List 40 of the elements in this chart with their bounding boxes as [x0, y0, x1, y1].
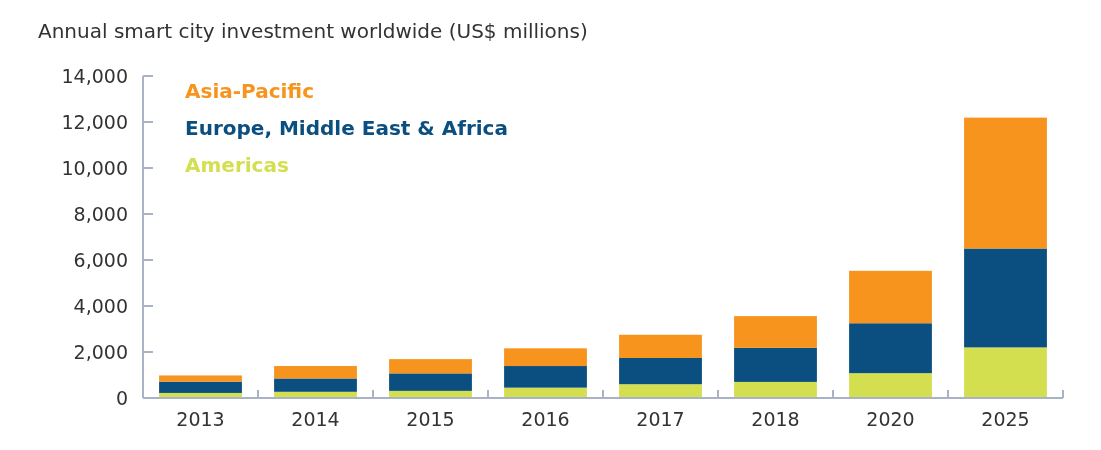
y-tick-label: 8,000 — [73, 202, 128, 225]
y-tick-label: 4,000 — [73, 294, 128, 317]
text: Europe, Middle East & Africa — [185, 116, 508, 140]
bar — [964, 347, 1047, 398]
bar — [619, 334, 702, 358]
bar — [159, 381, 242, 393]
y-tick-label: 6,000 — [73, 248, 128, 271]
y-tick-label: 2,000 — [73, 340, 128, 363]
bar — [619, 384, 702, 398]
bar — [964, 117, 1047, 249]
x-tick-label: 2015 — [406, 408, 455, 430]
y-tick-label: 14,000 — [61, 64, 128, 87]
text: Americas — [185, 153, 289, 177]
bar — [849, 270, 932, 324]
chart-title: Annual smart city investment worldwide (US$ millions) — [38, 19, 588, 43]
text: Asia-Pacific — [185, 79, 315, 103]
y-tick-label: 12,000 — [61, 110, 128, 133]
y-tick-label: 10,000 — [61, 156, 128, 179]
bar — [734, 316, 817, 348]
x-tick-label: 2014 — [291, 408, 340, 430]
bar — [274, 366, 357, 379]
bar — [849, 323, 932, 374]
x-tick-label: 2018 — [751, 408, 800, 430]
bar — [504, 348, 587, 367]
x-tick-label: 2025 — [981, 408, 1030, 430]
bar — [504, 366, 587, 388]
bar — [274, 378, 357, 392]
x-tick-label: 2017 — [636, 408, 685, 430]
x-tick-label: 2020 — [866, 408, 915, 430]
bar — [619, 357, 702, 385]
bar — [964, 248, 1047, 348]
x-tick-label: 2013 — [176, 408, 225, 430]
x-tick-label: 2016 — [521, 408, 570, 430]
y-tick-label: 0 — [115, 386, 128, 409]
bar — [159, 375, 242, 382]
bar — [389, 359, 472, 374]
bar — [734, 381, 817, 398]
bar — [389, 373, 472, 391]
bar — [734, 347, 817, 382]
bar — [849, 373, 932, 398]
